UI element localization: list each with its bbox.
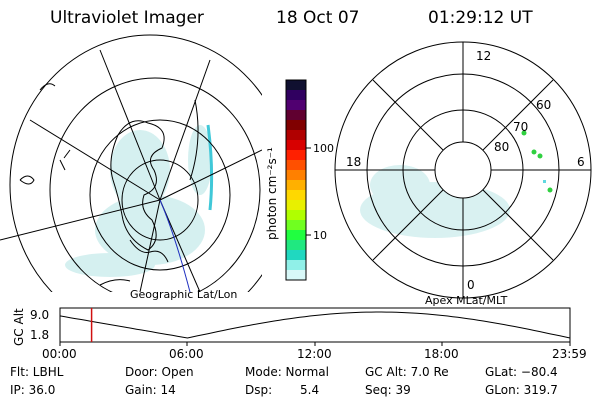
geo-panel-label: Geographic Lat/Lon	[130, 288, 237, 301]
polar-bright-spots	[521, 130, 553, 193]
colorbar-cell	[286, 250, 306, 261]
altitude-curve	[59, 311, 571, 339]
mlt-0-label: 0	[467, 278, 475, 292]
mode-info: Mode: Normal	[245, 365, 329, 379]
colorbar-cells	[286, 80, 306, 281]
colorbar-cell	[286, 200, 306, 211]
ip-info: IP: 36.0	[10, 383, 56, 397]
colorbar-cell	[286, 190, 306, 201]
altitude-tick-low: 1.8	[30, 328, 50, 342]
colorbar-cell	[286, 110, 306, 121]
colorbar-cell	[286, 80, 306, 91]
colorbar-tick-10: 10	[313, 229, 327, 242]
geo-auroral-emission	[65, 125, 212, 277]
colorbar-cell	[286, 180, 306, 191]
altitude-axis-label: GC Alt	[12, 308, 26, 346]
mlat-60-label: 60	[536, 98, 551, 112]
mlt-6-label: 6	[577, 155, 585, 169]
colorbar-cell	[286, 170, 306, 181]
colorbar-cell	[286, 100, 306, 111]
gc-altitude-info: GC Alt: 7.0 Re	[365, 365, 449, 379]
time-tick-1200: 12:00	[297, 347, 332, 361]
colorbar-cell	[286, 240, 306, 251]
colorbar-cell	[286, 160, 306, 171]
glon-info: GLon: 319.7	[485, 383, 558, 397]
dsp-value: 5.4	[300, 383, 320, 397]
polar-plot	[334, 41, 592, 299]
door-info: Door: Open	[125, 365, 194, 379]
colorbar-cell	[286, 140, 306, 151]
colorbar-unit-label: photon cm⁻²s⁻¹	[265, 147, 279, 240]
mlat-70-label: 70	[513, 120, 528, 134]
sequence-info: Seq: 39	[365, 383, 411, 397]
apex-panel-label: Apex MLat/MLT	[425, 294, 508, 307]
glat-info: GLat: −80.4	[485, 365, 558, 379]
colorbar-cell	[286, 220, 306, 231]
observation-date: 18 Oct 07	[276, 8, 360, 28]
filter-info: Flt: LBHL	[10, 365, 64, 379]
observation-time: 01:29:12 UT	[428, 8, 533, 28]
continent-outlines	[19, 83, 199, 286]
colorbar: 100 10 photon cm⁻²s⁻¹	[265, 79, 334, 281]
gain-info: Gain: 14	[125, 383, 176, 397]
altitude-tick-high: 9.0	[30, 308, 50, 322]
geo-bright-arc	[206, 124, 214, 211]
time-tick-0000: 00:00	[42, 347, 77, 361]
colorbar-cell	[286, 260, 306, 271]
colorbar-cell	[286, 90, 306, 101]
instrument-title: Ultraviolet Imager	[50, 8, 204, 28]
time-tick-0600: 06:00	[169, 347, 204, 361]
colorbar-cell	[286, 150, 306, 161]
dsp-label: Dsp:	[245, 383, 273, 397]
geographic-map	[0, 34, 262, 292]
time-tick-2359: 23:59	[552, 347, 587, 361]
colorbar-cell	[286, 130, 306, 141]
colorbar-cell	[286, 270, 306, 281]
colorbar-tick-100: 100	[313, 142, 334, 155]
colorbar-cell	[286, 120, 306, 131]
colorbar-cell	[286, 210, 306, 221]
mlt-18-label: 18	[346, 155, 361, 169]
altitude-strip	[59, 307, 571, 346]
mlat-80-label: 80	[494, 140, 509, 154]
colorbar-cell	[286, 230, 306, 241]
time-tick-1800: 18:00	[424, 347, 459, 361]
mlt-12-label: 12	[476, 49, 491, 63]
